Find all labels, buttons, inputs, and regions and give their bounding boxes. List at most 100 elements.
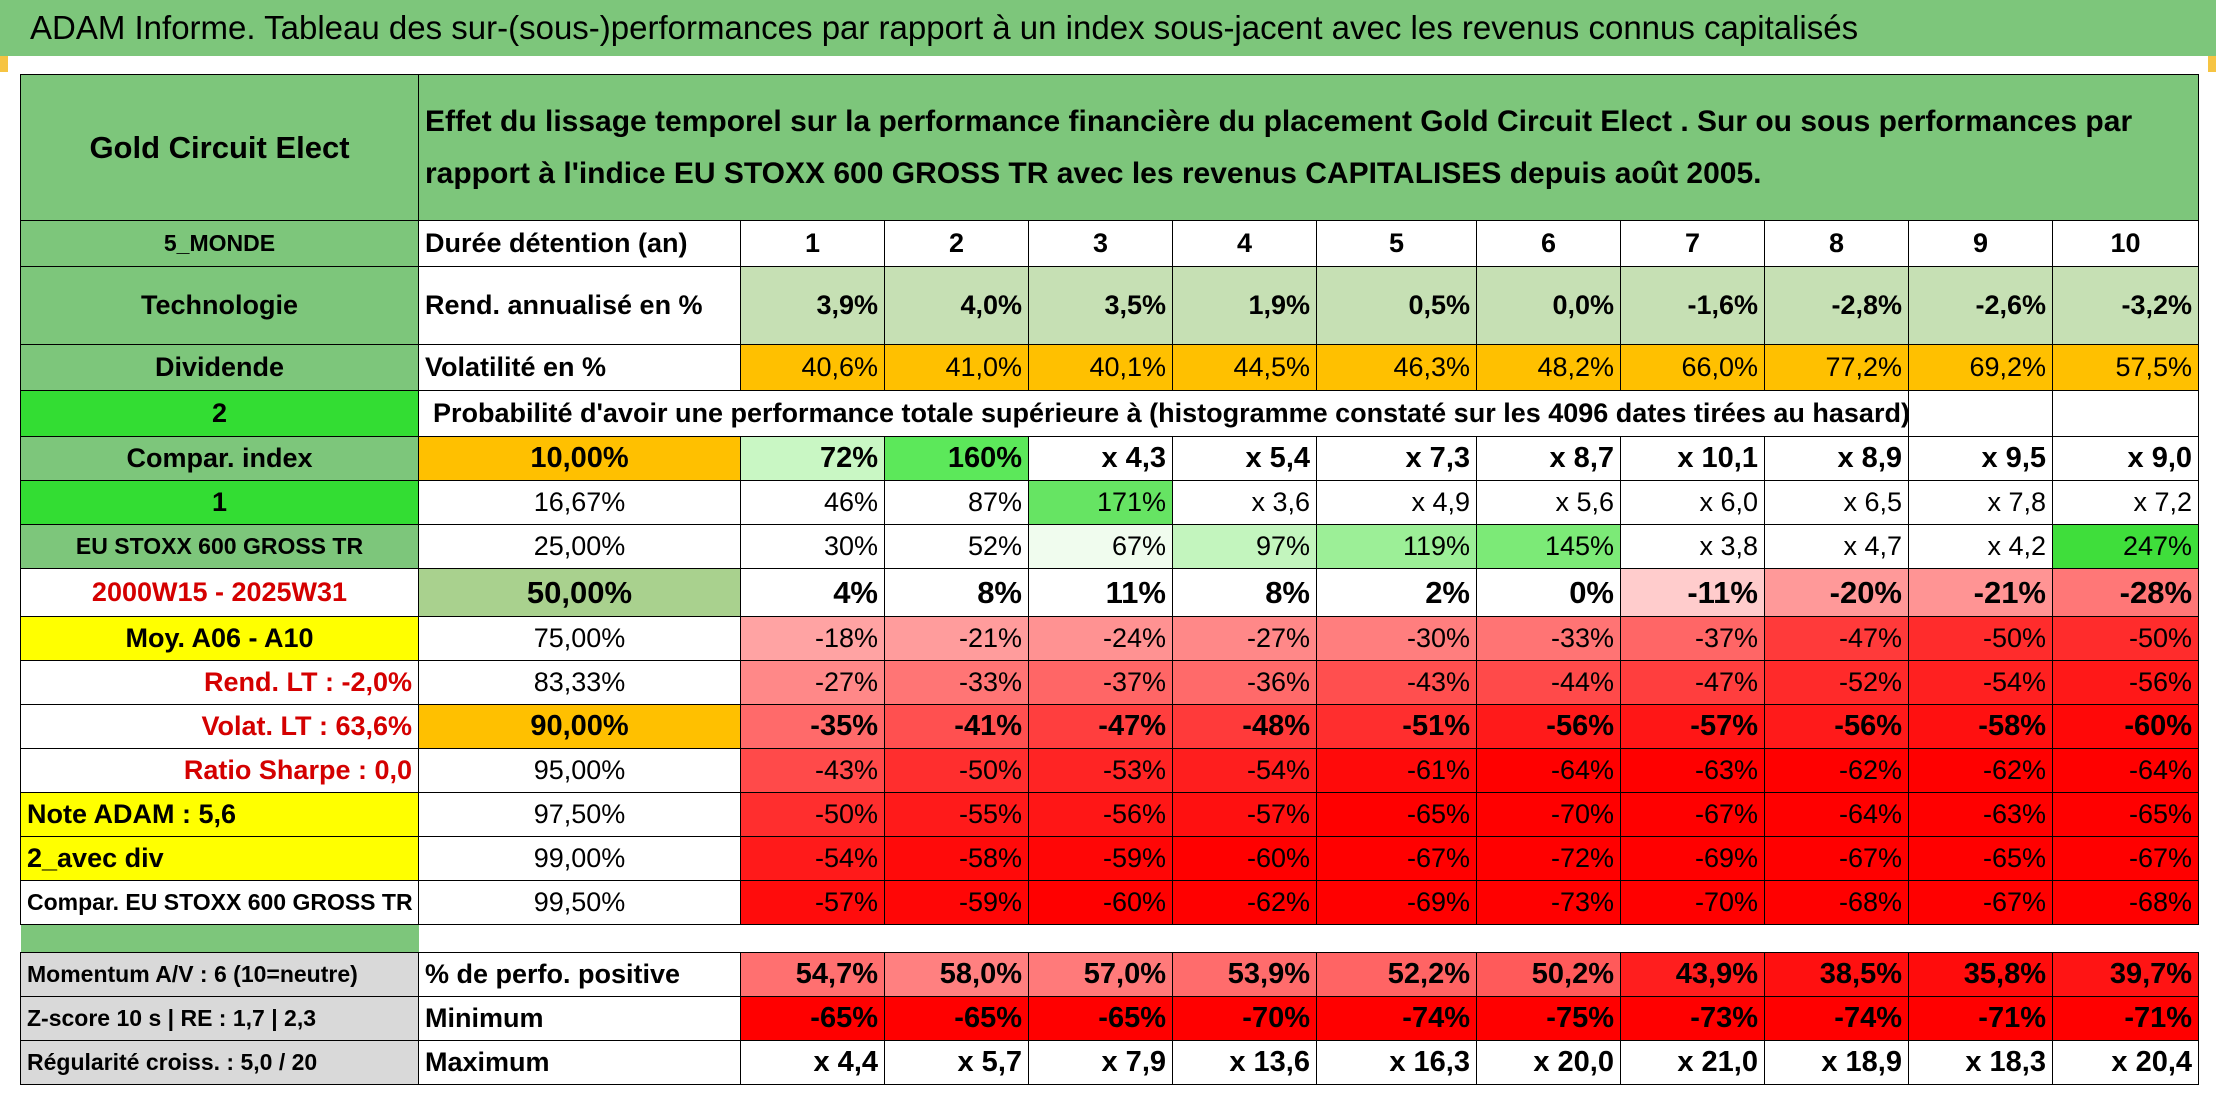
summary-value: 50,2% <box>1476 952 1621 997</box>
rend-value: -1,6% <box>1620 266 1765 345</box>
summary-value: 53,9% <box>1172 952 1317 997</box>
percentile-value: x 7,3 <box>1316 436 1477 481</box>
spacer-green <box>20 924 419 953</box>
summary-value: 58,0% <box>884 952 1029 997</box>
percentile-value: 171% <box>1028 480 1173 525</box>
vol-value: 46,3% <box>1316 344 1477 391</box>
percentile-value: 8% <box>884 568 1029 617</box>
percentile-value: -50% <box>2051 616 2200 661</box>
percentile-row: 2000W15 - 2025W31 50,00% 4% 8% 11% 8% 2% 0% -11%… <box>20 568 2200 617</box>
year-header: 7 <box>1620 220 1765 267</box>
summary-row: Momentum A/V : 6 (10=neutre)% de perfo. … <box>20 952 2200 997</box>
type-label: Dividende <box>20 344 419 391</box>
percentile-value: -21% <box>1908 568 2053 617</box>
summary-value: -73% <box>1620 996 1765 1041</box>
percentile-value: x 5,6 <box>1476 480 1621 525</box>
percentile-value: x 8,9 <box>1764 436 1909 481</box>
vol-value: 40,1% <box>1028 344 1173 391</box>
percentile-value: -65% <box>1908 836 2053 881</box>
vol-value: 69,2% <box>1908 344 2053 391</box>
percentile-value: -67% <box>2051 836 2200 881</box>
count-1: 1 <box>20 480 419 525</box>
percentile-value: -63% <box>1908 792 2053 837</box>
percentile-value: -62% <box>1908 748 2053 793</box>
summary-value: x 21,0 <box>1620 1040 1765 1085</box>
percentile-value: -61% <box>1316 748 1477 793</box>
percentile-value: x 6,0 <box>1620 480 1765 525</box>
vol-label: Volatilité en % <box>418 344 741 391</box>
summary-row: Régularité croiss. : 5,0 / 20 Maximum x 4,… <box>20 1040 2200 1085</box>
percentile-label: 25,00% <box>418 524 741 569</box>
percentile-value: -27% <box>1172 616 1317 661</box>
percentile-label: 83,33% <box>418 660 741 705</box>
percentile-value: -30% <box>1316 616 1477 661</box>
percentile-label: 99,50% <box>418 880 741 925</box>
percentile-value: -48% <box>1172 704 1317 749</box>
percentile-value: -56% <box>2051 660 2200 705</box>
percentile-value: 72% <box>740 436 885 481</box>
percentile-row: Volat. LT : 63,6% 90,00% -35% -41% -47% -48% -… <box>20 704 2200 749</box>
rend-value: 3,9% <box>740 266 885 345</box>
percentile-label: 50,00% <box>418 568 741 617</box>
summary-value: -74% <box>1764 996 1909 1041</box>
percentile-value: -64% <box>1764 792 1909 837</box>
percentile-value: 0% <box>1476 568 1621 617</box>
percentile-row: Rend. LT : -2,0% 83,33% -27% -33% -37% -36% -4… <box>20 660 2200 705</box>
region-label: 5_MONDE <box>20 220 419 267</box>
percentile-value: -67% <box>1316 836 1477 881</box>
year-header: 9 <box>1908 220 2053 267</box>
rend-row: Technologie Rend. annualisé en % 3,9% 4,0% 3… <box>20 266 2200 345</box>
vol-value: 48,2% <box>1476 344 1621 391</box>
percentile-value: -60% <box>1172 836 1317 881</box>
percentile-value: -27% <box>740 660 885 705</box>
empty-cell <box>1908 390 2053 437</box>
percentile-value: -57% <box>1620 704 1765 749</box>
regularite-label: Régularité croiss. : 5,0 / 20 <box>20 1040 419 1085</box>
percentile-value: -54% <box>1908 660 2053 705</box>
vol-value: 66,0% <box>1620 344 1765 391</box>
percentile-value: x 4,9 <box>1316 480 1477 525</box>
percentile-value: -69% <box>1316 880 1477 925</box>
duree-label: Durée détention (an) <box>418 220 741 267</box>
summary-row: Z-score 10 s | RE : 1,7 | 2,3 Minimum -65%… <box>20 996 2200 1041</box>
year-header: 1 <box>740 220 885 267</box>
year-header: 2 <box>884 220 1029 267</box>
rend-label: Rend. annualisé en % <box>418 266 741 345</box>
percentile-value: -70% <box>1620 880 1765 925</box>
percentile-value: -60% <box>1028 880 1173 925</box>
momentum-label: Momentum A/V : 6 (10=neutre) <box>20 952 419 997</box>
percentile-value: x 3,8 <box>1620 524 1765 569</box>
rend-value: 0,0% <box>1476 266 1621 345</box>
percentile-value: x 9,5 <box>1908 436 2053 481</box>
compar-index-label: Compar. index <box>20 436 419 481</box>
percentile-label: 10,00% <box>418 436 741 481</box>
percentile-value: -68% <box>1764 880 1909 925</box>
count-2: 2 <box>20 390 419 437</box>
percentile-value: 160% <box>884 436 1029 481</box>
year-header: 10 <box>2051 220 2200 267</box>
percentile-value: -59% <box>1028 836 1173 881</box>
percentile-value: 4% <box>740 568 885 617</box>
summary-value: x 4,4 <box>740 1040 885 1085</box>
summary-value: -71% <box>1908 996 2053 1041</box>
percentile-value: -67% <box>1908 880 2053 925</box>
percentile-value: -28% <box>2051 568 2200 617</box>
description: Effet du lissage temporel sur la perform… <box>417 74 2200 221</box>
summary-value: x 20,4 <box>2051 1040 2200 1085</box>
rend-value: 1,9% <box>1172 266 1317 345</box>
empty-cell <box>2051 390 2200 437</box>
percentile-value: x 5,4 <box>1172 436 1317 481</box>
percentile-value: -65% <box>1316 792 1477 837</box>
sector-label: Technologie <box>20 266 419 345</box>
percentile-row: Compar. EU STOXX 600 GROSS TR 99,50% -57% -… <box>20 880 2200 925</box>
percentile-value: -72% <box>1476 836 1621 881</box>
summary-value: x 5,7 <box>884 1040 1029 1085</box>
rend-lt-label: Rend. LT : -2,0% <box>20 660 419 705</box>
summary-value: -74% <box>1316 996 1477 1041</box>
summary-value: 57,0% <box>1028 952 1173 997</box>
percentile-value: -43% <box>740 748 885 793</box>
rend-value: 3,5% <box>1028 266 1173 345</box>
summary-value: -70% <box>1172 996 1317 1041</box>
summary-value: -71% <box>2051 996 2200 1041</box>
percentile-value: 87% <box>884 480 1029 525</box>
